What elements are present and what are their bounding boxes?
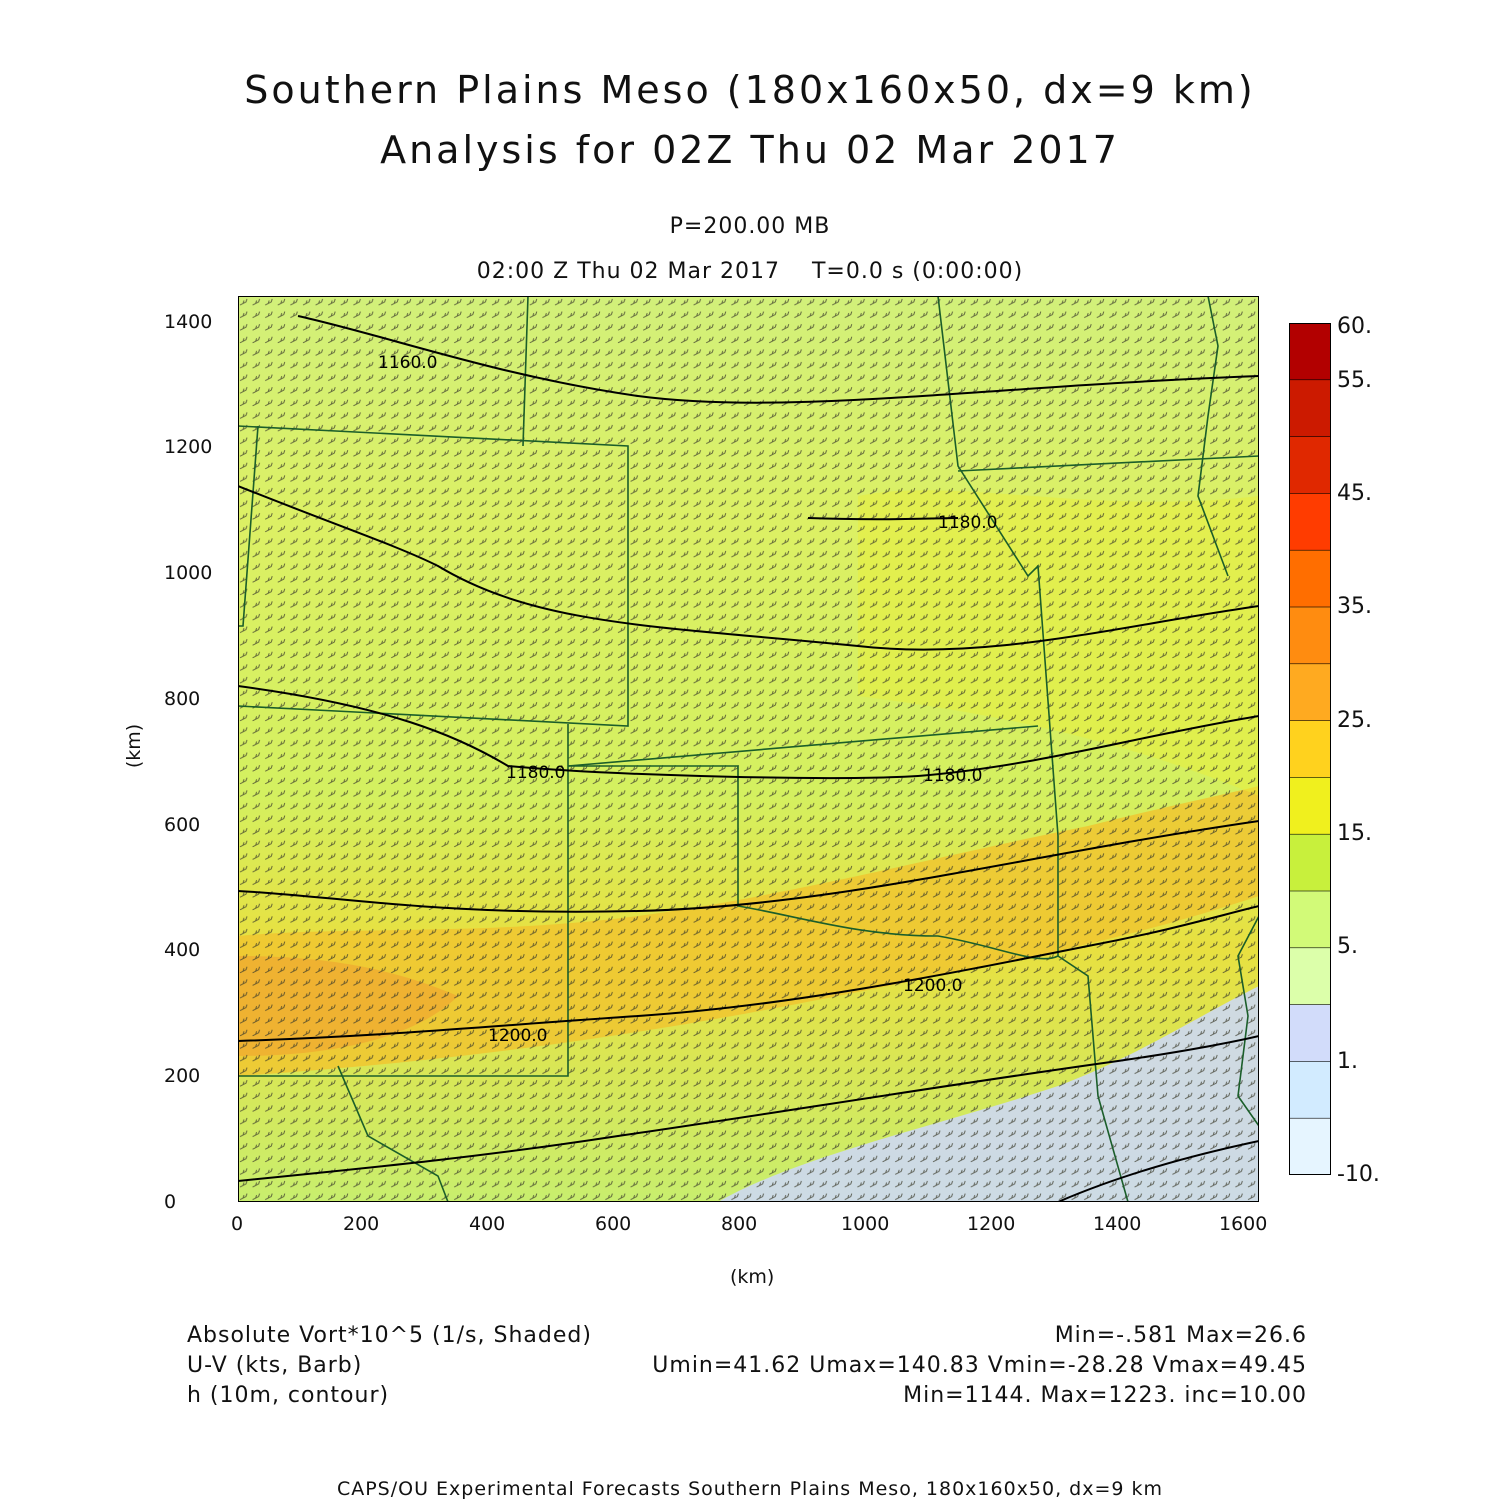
colorbar-label: 55. — [1337, 368, 1372, 393]
title-line-1: Southern Plains Meso (180x160x50, dx=9 k… — [244, 68, 1256, 112]
colorbar-cell — [1289, 890, 1331, 949]
y-tick: 600 — [164, 814, 201, 836]
y-tick: 1200 — [164, 436, 213, 458]
y-tick: 1400 — [164, 311, 213, 333]
x-tick: 600 — [595, 1213, 632, 1235]
x-tick: 1400 — [1093, 1213, 1142, 1235]
height-contours — [238, 315, 1259, 1202]
x-tick: 1200 — [967, 1213, 1016, 1235]
wind-barbs — [238, 296, 1259, 1202]
colorbar-label: 35. — [1337, 594, 1372, 619]
pressure-level: P=200.00 MB — [669, 214, 831, 239]
colorbar-cell — [1289, 720, 1331, 779]
colorbar-cell — [1289, 833, 1331, 892]
y-axis-label: (km) — [123, 723, 146, 769]
valid-time: 02:00 Z Thu 02 Mar 2017 T=0.0 s (0:00:00… — [476, 259, 1024, 284]
colorbar-label: 5. — [1337, 934, 1358, 959]
y-tick: 0 — [164, 1191, 177, 1213]
x-tick: 800 — [721, 1213, 758, 1235]
title-line-2: Analysis for 02Z Thu 02 Mar 2017 — [380, 128, 1120, 172]
contour-field-name: h (10m, contour) — [187, 1383, 390, 1408]
x-axis-label: (km) — [730, 1266, 775, 1288]
colorbar-cell — [1289, 1004, 1331, 1063]
colorbar-cell — [1289, 1061, 1331, 1120]
colorbar — [1289, 323, 1331, 1175]
contour-label: 1200.0 — [903, 976, 962, 996]
colorbar-label: 25. — [1337, 708, 1372, 733]
colorbar-label: 45. — [1337, 481, 1372, 506]
shaded-field-name: Absolute Vort*10^5 (1/s, Shaded) — [187, 1323, 592, 1348]
state-boundaries — [238, 296, 1259, 1202]
colorbar-label: 15. — [1337, 821, 1372, 846]
x-tick: 200 — [343, 1213, 380, 1235]
x-tick: 1600 — [1219, 1213, 1268, 1235]
x-tick: 0 — [231, 1213, 244, 1235]
colorbar-cell — [1289, 947, 1331, 1006]
colorbar-cell — [1289, 323, 1331, 381]
y-tick: 400 — [164, 939, 201, 961]
colorbar-label: -10. — [1337, 1162, 1380, 1187]
colorbar-cell — [1289, 379, 1331, 438]
contour-label: 1180.0 — [923, 766, 982, 786]
colorbar-cell — [1289, 777, 1331, 835]
colorbar-cell — [1289, 493, 1331, 551]
footer-credit: CAPS/OU Experimental Forecasts Southern … — [336, 1478, 1164, 1500]
colorbar-label: 1. — [1337, 1049, 1358, 1074]
barb-field-name: U-V (kts, Barb) — [187, 1353, 363, 1378]
contour-label: 1180.0 — [506, 763, 565, 783]
colorbar-cell — [1289, 549, 1331, 608]
barb-field-stats: Umin=41.62 Umax=140.83 Vmin=-28.28 Vmax=… — [652, 1353, 1307, 1378]
y-tick: 800 — [164, 688, 201, 710]
contour-label: 1180.0 — [938, 513, 997, 533]
shaded-field-stats: Min=-.581 Max=26.6 — [1054, 1323, 1307, 1348]
colorbar-cell — [1289, 663, 1331, 722]
x-tick: 1000 — [841, 1213, 890, 1235]
colorbar-cell — [1289, 606, 1331, 665]
contour-label: 1160.0 — [378, 353, 437, 373]
colorbar-label: 60. — [1337, 314, 1372, 339]
y-tick: 1000 — [164, 562, 213, 584]
contour-field-stats: Min=1144. Max=1223. inc=10.00 — [903, 1383, 1307, 1408]
colorbar-cell — [1289, 436, 1331, 495]
x-tick: 400 — [469, 1213, 506, 1235]
contour-label: 1200.0 — [488, 1026, 547, 1046]
colorbar-cell — [1289, 1117, 1331, 1175]
map-plot: 1160.0 1180.0 1180.0 1180.0 1200.0 1200.… — [238, 296, 1259, 1202]
plot-frame — [238, 296, 1259, 1202]
y-tick: 200 — [164, 1065, 201, 1087]
